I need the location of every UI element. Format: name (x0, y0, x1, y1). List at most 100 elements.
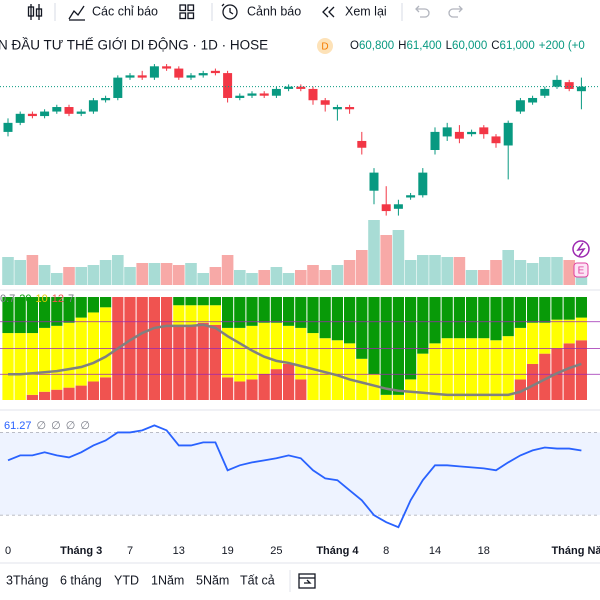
toolbar (27, 3, 463, 21)
candle-body (345, 107, 355, 110)
candle-body (125, 75, 135, 78)
candle-body (406, 195, 416, 198)
indicator-bar (539, 353, 551, 400)
candle-body (149, 66, 159, 78)
candle-body (393, 204, 403, 209)
indicator-bar (563, 319, 575, 344)
alerts-button[interactable]: Cảnh báo (247, 4, 301, 18)
indicator-bar (173, 324, 185, 400)
indicator-bar (490, 297, 502, 341)
badge-bg (317, 38, 333, 54)
range-button[interactable]: 3Tháng (6, 573, 48, 587)
indicator-bar (185, 324, 197, 400)
indicator-bar (514, 297, 526, 328)
volume-bar (356, 250, 368, 285)
chart-type-button[interactable] (27, 4, 43, 20)
indicator-bar (331, 297, 343, 341)
indicator-legend: 0.7 20 10 12 7 (0, 293, 74, 305)
range-button[interactable]: YTD (114, 573, 139, 587)
earnings-badge[interactable]: E (578, 266, 585, 277)
indicators-icon[interactable] (68, 5, 85, 21)
indicators-button[interactable]: Các chỉ báo (92, 4, 158, 18)
x-tick-label: 25 (270, 545, 282, 557)
ohlc-key: C (491, 40, 499, 52)
indicator-bar (63, 322, 75, 388)
indicator-bar (51, 389, 63, 400)
x-tick-label: Tháng Năm (551, 545, 600, 557)
indicator-bar (26, 333, 38, 395)
candle-body (247, 93, 257, 96)
candle-body (210, 70, 220, 74)
indicator-bar (100, 377, 112, 400)
replay-button[interactable]: Xem lại (345, 4, 387, 18)
indicator-bar (283, 297, 295, 326)
legend-value: ∅ (37, 420, 47, 432)
indicator-bar (441, 297, 453, 339)
indicator-bar (26, 394, 38, 400)
volume-bar (380, 235, 392, 285)
indicator-bar (234, 327, 246, 382)
indicator-bar (234, 297, 246, 328)
volume-bar (258, 270, 270, 285)
indicator-bar (39, 297, 51, 328)
date-range-button[interactable] (298, 573, 316, 589)
volume-bar (197, 273, 209, 285)
candle-body (308, 88, 318, 101)
indicator-bar (405, 297, 417, 380)
volume-bar (160, 263, 173, 285)
volume-bar (319, 270, 331, 285)
indicator-bar (575, 340, 587, 400)
indicator-bar (417, 353, 429, 400)
range-button[interactable]: 1Năm (151, 573, 184, 587)
candle-body (186, 75, 196, 78)
indicator-bar (14, 333, 26, 400)
indicator-bar (575, 297, 587, 318)
indicator-bar (39, 391, 51, 400)
indicator-bar (527, 297, 539, 323)
range-button[interactable]: 6 tháng (60, 573, 102, 587)
indicator-bar (222, 327, 234, 378)
indicator-bar (185, 297, 197, 306)
indicator-bar (63, 387, 75, 400)
indicator-bar (246, 325, 258, 380)
candle-body (137, 75, 147, 78)
indicator-bar (100, 307, 112, 378)
indicator-bar (63, 297, 75, 323)
earnings-badge-bg (573, 262, 589, 278)
indicator-bar (100, 297, 112, 308)
x-tick-label: Tháng 4 (316, 545, 359, 557)
redo-button[interactable] (448, 5, 463, 18)
range-button[interactable]: Tất cả (240, 573, 275, 587)
candle-body (515, 100, 525, 112)
x-tick-label: 0 (5, 545, 11, 557)
legend-value: 0.7 (0, 293, 15, 305)
indicator-bar (246, 379, 258, 400)
events-icon[interactable] (572, 240, 590, 258)
indicator-bar (197, 297, 209, 306)
volume-bar (478, 270, 490, 285)
indicator-bar (490, 340, 502, 400)
indicator-bar (307, 333, 319, 400)
indicator-bar (441, 338, 453, 400)
symbol-name: N ĐẦU TƯ THẾ GIỚI DI ĐỘNG · 1D · HOSE (0, 38, 268, 53)
indicator-bar (87, 312, 99, 382)
indicator-bar (307, 297, 319, 334)
alert-icon[interactable] (221, 3, 238, 20)
indicator-bar (319, 338, 331, 400)
indicator-bar (75, 297, 87, 318)
templates-button[interactable] (179, 4, 195, 20)
indicator-bar (563, 343, 575, 400)
indicator-bar (368, 297, 380, 375)
candle-body (27, 113, 37, 117)
indicator-bar (222, 377, 234, 400)
replay-icon[interactable] (322, 6, 335, 18)
candle-body (320, 100, 330, 105)
indicator-bar (319, 297, 331, 339)
indicator-bar (551, 297, 563, 320)
indicator-bar (575, 317, 587, 341)
range-button[interactable]: 5Năm (196, 573, 229, 587)
candle-body (64, 107, 74, 114)
indicator-bar (466, 297, 478, 339)
undo-button[interactable] (415, 5, 430, 18)
